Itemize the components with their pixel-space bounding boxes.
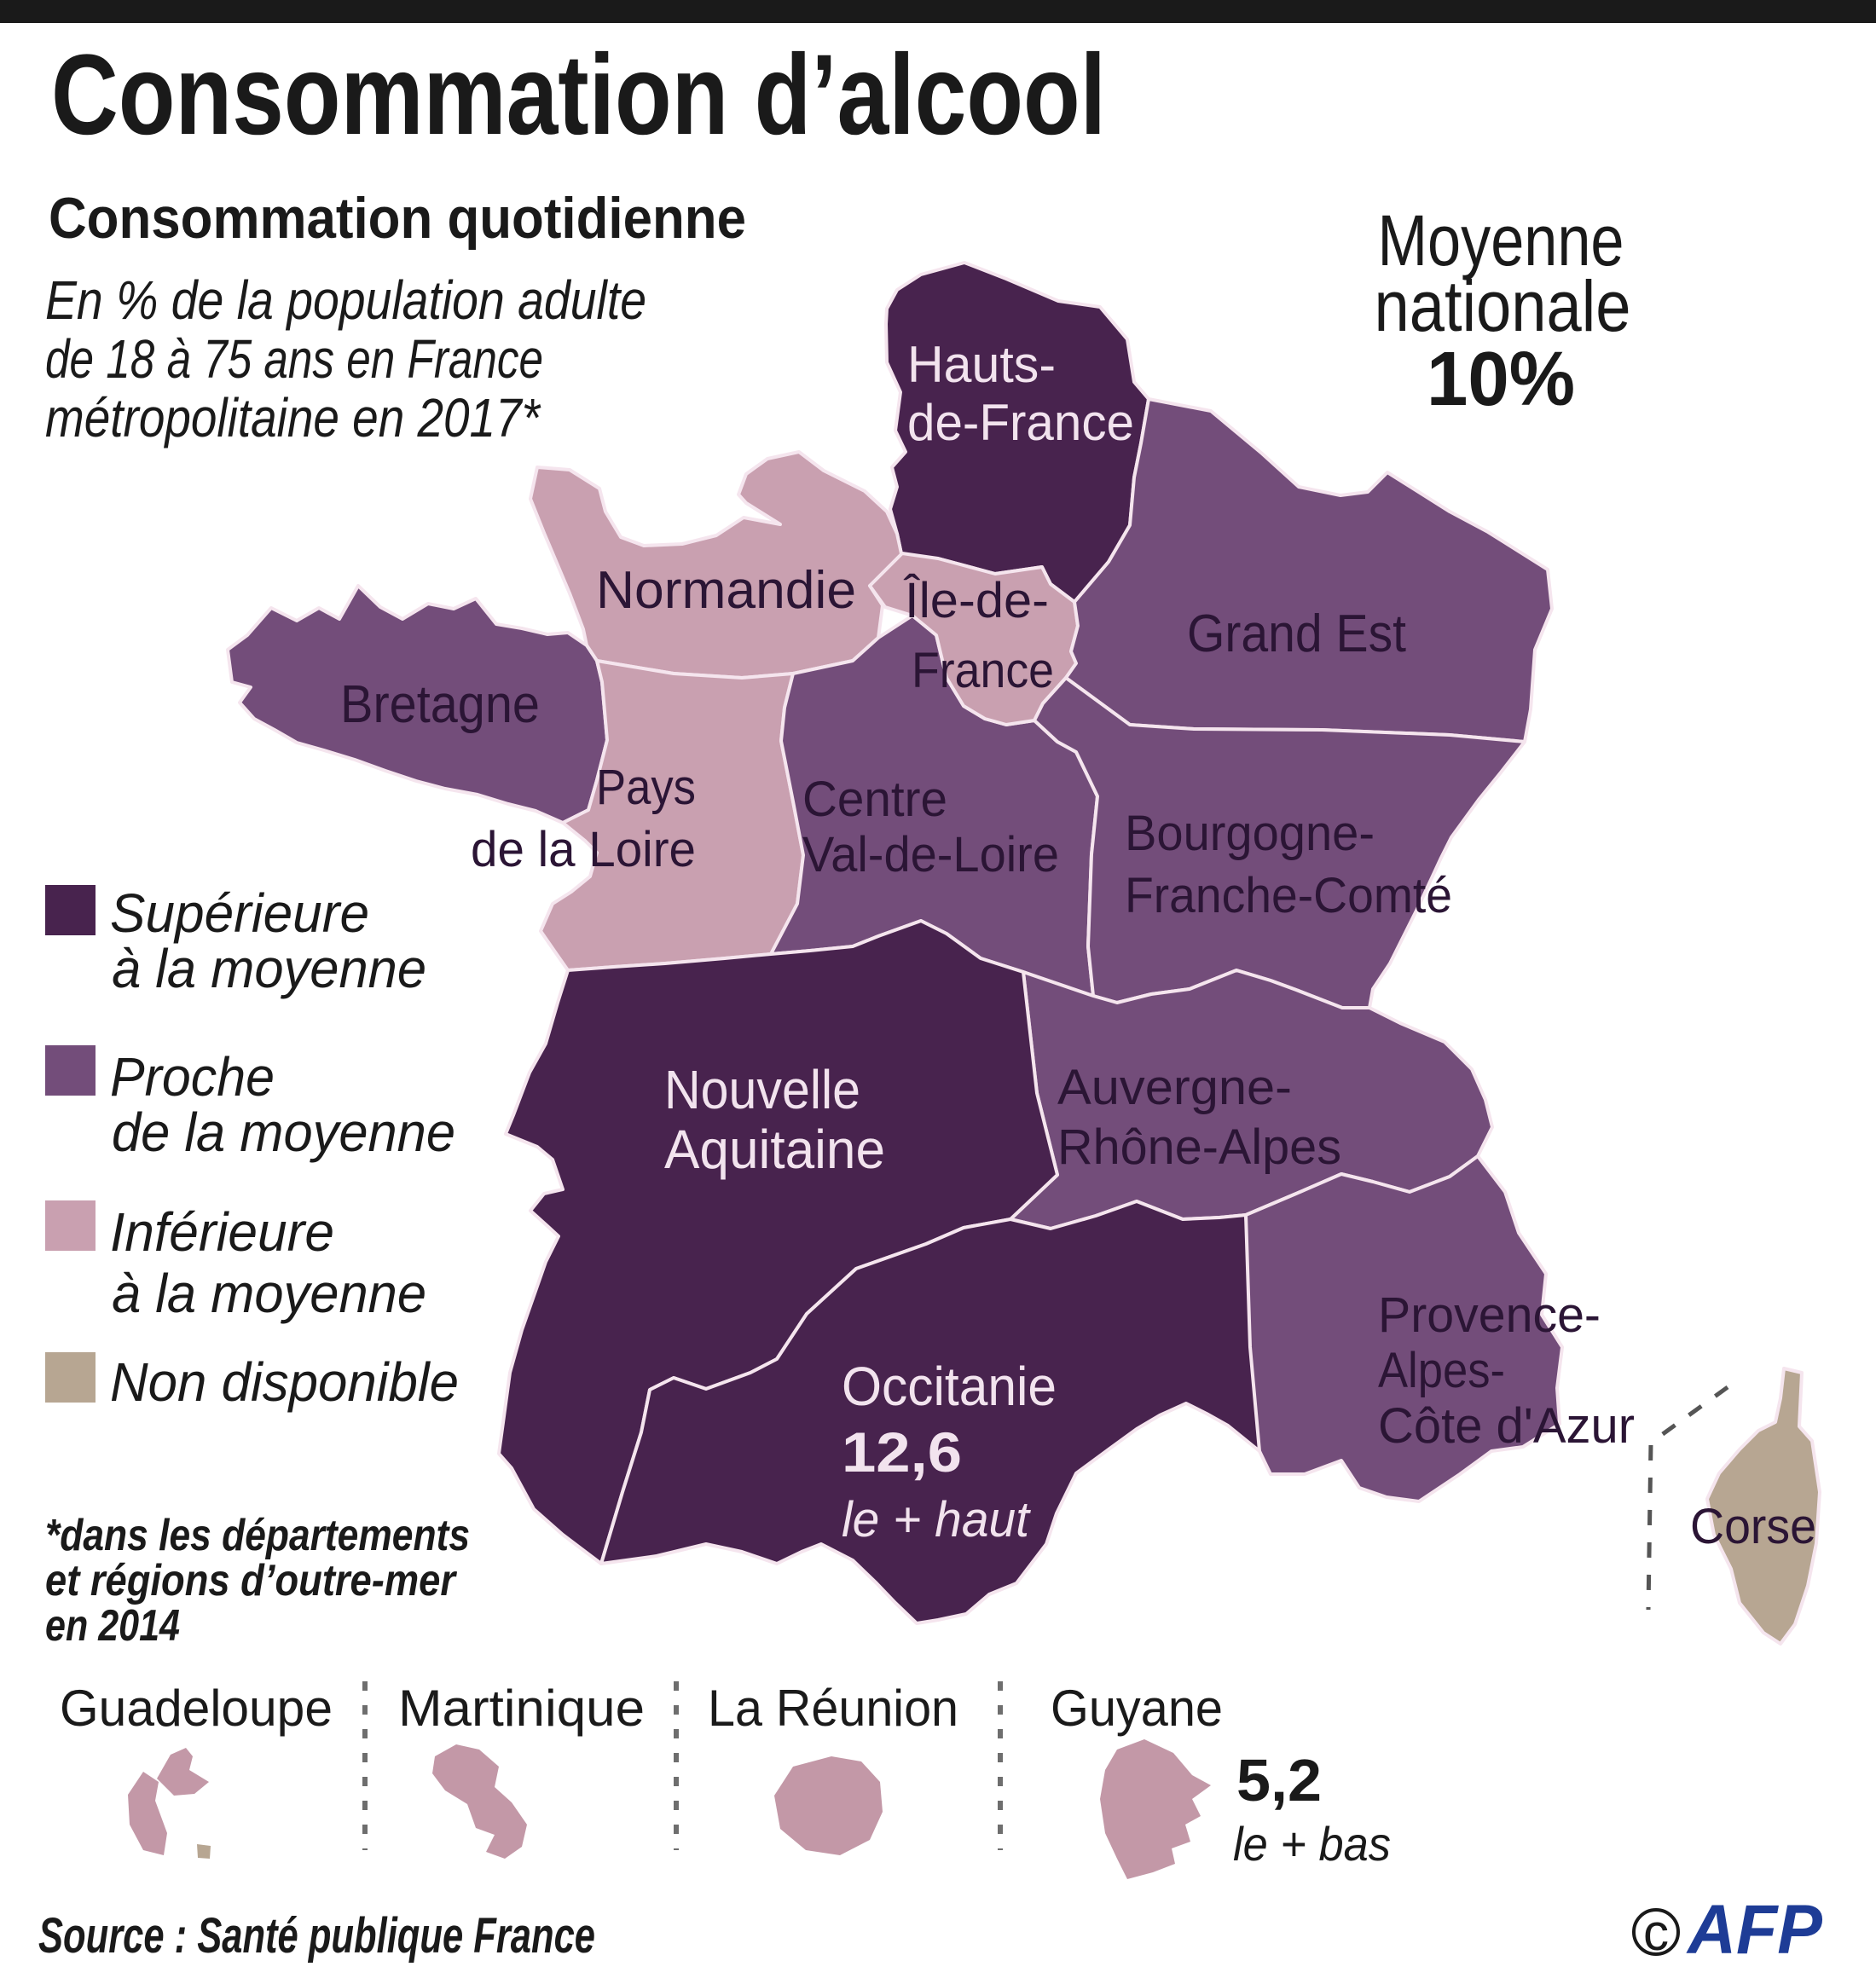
svg-text:AFP: AFP bbox=[1686, 1891, 1822, 1969]
svg-text:Île-de-: Île-de- bbox=[903, 573, 1049, 628]
svg-text:Franche-Comté: Franche-Comté bbox=[1125, 868, 1452, 923]
svg-text:Proche: Proche bbox=[110, 1046, 275, 1108]
svg-text:France: France bbox=[912, 643, 1054, 698]
svg-text:Guadeloupe: Guadeloupe bbox=[60, 1680, 333, 1737]
svg-text:Occitanie: Occitanie bbox=[842, 1356, 1057, 1417]
svg-text:5,2: 5,2 bbox=[1236, 1747, 1322, 1813]
svg-text:Bourgogne-: Bourgogne- bbox=[1125, 806, 1375, 861]
svg-text:le + bas: le + bas bbox=[1233, 1817, 1391, 1871]
svg-text:métropolitaine en 2017*: métropolitaine en 2017* bbox=[45, 387, 541, 448]
svg-text:Rhône-Alpes: Rhône-Alpes bbox=[1057, 1119, 1341, 1175]
svg-text:Guyane: Guyane bbox=[1051, 1680, 1223, 1737]
svg-text:c: c bbox=[1643, 1904, 1669, 1961]
svg-text:Non disponible: Non disponible bbox=[110, 1351, 459, 1413]
svg-text:Corse: Corse bbox=[1690, 1499, 1816, 1554]
svg-text:Centre: Centre bbox=[802, 772, 947, 827]
svg-text:Val-de-Loire: Val-de-Loire bbox=[802, 827, 1059, 882]
svg-text:Aquitaine: Aquitaine bbox=[664, 1119, 885, 1180]
svg-text:Nouvelle: Nouvelle bbox=[664, 1059, 860, 1120]
svg-text:Provence-: Provence- bbox=[1378, 1287, 1601, 1343]
svg-text:10%: 10% bbox=[1427, 337, 1575, 422]
svg-text:Grand Est: Grand Est bbox=[1187, 604, 1406, 663]
svg-text:En % de la population adulte: En % de la population adulte bbox=[45, 269, 646, 331]
svg-text:Supérieure: Supérieure bbox=[110, 882, 369, 944]
svg-text:Hauts-: Hauts- bbox=[907, 336, 1056, 393]
svg-text:*dans les départements: *dans les départements bbox=[45, 1511, 470, 1560]
svg-text:Martinique: Martinique bbox=[398, 1680, 645, 1737]
svg-text:12,6: 12,6 bbox=[842, 1420, 962, 1484]
svg-text:à la moyenne: à la moyenne bbox=[112, 938, 426, 999]
svg-text:Moyenne: Moyenne bbox=[1378, 200, 1624, 281]
svg-text:Pays: Pays bbox=[596, 760, 696, 815]
svg-text:Source : Santé publique France: Source : Santé publique France bbox=[38, 1908, 595, 1964]
svg-text:Normandie: Normandie bbox=[596, 561, 856, 620]
svg-text:et régions d’outre-mer: et régions d’outre-mer bbox=[45, 1556, 457, 1605]
svg-text:le + haut: le + haut bbox=[842, 1492, 1032, 1547]
svg-text:nationale: nationale bbox=[1375, 266, 1631, 346]
svg-text:Auvergne-: Auvergne- bbox=[1057, 1060, 1292, 1115]
svg-text:Consommation quotidienne: Consommation quotidienne bbox=[49, 186, 746, 251]
svg-text:Consommation d’alcool: Consommation d’alcool bbox=[51, 32, 1106, 159]
svg-text:de la Loire: de la Loire bbox=[471, 822, 696, 877]
svg-text:de-France: de-France bbox=[907, 394, 1134, 451]
svg-text:de la moyenne: de la moyenne bbox=[112, 1102, 455, 1163]
svg-text:de 18 à 75 ans en France: de 18 à 75 ans en France bbox=[45, 328, 543, 390]
svg-text:La Réunion: La Réunion bbox=[708, 1680, 958, 1737]
svg-text:Inférieure: Inférieure bbox=[110, 1201, 334, 1263]
svg-text:en 2014: en 2014 bbox=[45, 1601, 180, 1651]
svg-text:Bretagne: Bretagne bbox=[340, 675, 540, 734]
svg-text:à la moyenne: à la moyenne bbox=[112, 1263, 426, 1324]
svg-text:Alpes-: Alpes- bbox=[1378, 1343, 1505, 1398]
svg-text:Côte d'Azur: Côte d'Azur bbox=[1378, 1398, 1635, 1454]
